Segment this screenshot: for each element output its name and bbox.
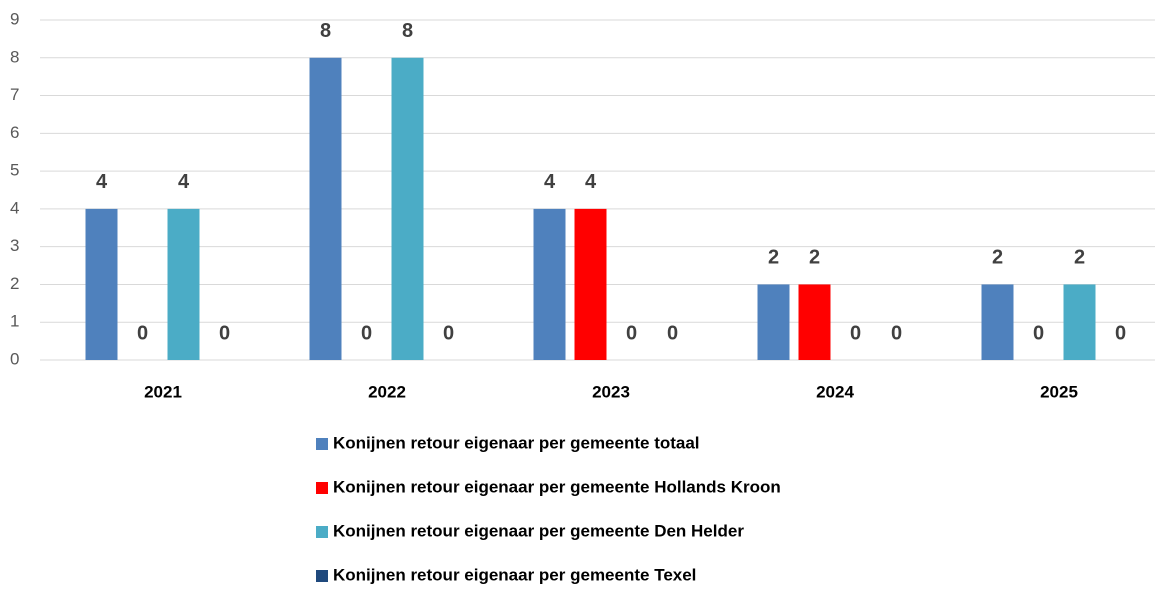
- y-tick-label: 7: [10, 85, 19, 104]
- data-label: 0: [891, 322, 902, 344]
- data-label: 0: [1033, 322, 1044, 344]
- data-label: 2: [809, 247, 820, 269]
- data-label: 0: [219, 322, 230, 344]
- x-tick-label: 2021: [144, 382, 182, 401]
- data-label: 0: [626, 322, 637, 344]
- y-tick-label: 1: [10, 312, 19, 331]
- bar: [798, 284, 831, 360]
- data-label: 2: [992, 247, 1003, 269]
- bar: [309, 57, 342, 361]
- bar: [757, 284, 790, 360]
- x-tick-label: 2022: [368, 382, 406, 401]
- y-tick-label: 6: [10, 123, 19, 142]
- y-tick-label: 9: [10, 9, 19, 28]
- data-label: 4: [585, 171, 597, 193]
- legend-swatch: [316, 526, 328, 538]
- bar: [85, 208, 118, 360]
- data-label: 0: [443, 322, 454, 344]
- data-label: 2: [768, 247, 779, 269]
- data-label: 0: [1115, 322, 1126, 344]
- legend-swatch: [316, 570, 328, 582]
- bar: [574, 208, 607, 360]
- bar: [167, 208, 200, 360]
- bar: [391, 57, 424, 361]
- legend-swatch: [316, 438, 328, 450]
- legend-label: Konijnen retour eigenaar per gemeente Te…: [333, 565, 696, 584]
- legend-swatch: [316, 482, 328, 494]
- legend-label: Konijnen retour eigenaar per gemeente to…: [333, 433, 700, 452]
- y-tick-label: 0: [10, 349, 19, 368]
- legend-label: Konijnen retour eigenaar per gemeente De…: [333, 521, 744, 540]
- x-tick-label: 2023: [592, 382, 630, 401]
- x-tick-label: 2025: [1040, 382, 1078, 401]
- bar: [1063, 284, 1096, 360]
- data-label: 8: [320, 20, 331, 42]
- data-label: 0: [361, 322, 372, 344]
- data-label: 0: [667, 322, 678, 344]
- bar: [533, 208, 566, 360]
- y-tick-label: 3: [10, 236, 19, 255]
- data-label: 4: [544, 171, 556, 193]
- data-label: 0: [137, 322, 148, 344]
- data-label: 2: [1074, 247, 1085, 269]
- y-tick-label: 2: [10, 274, 19, 293]
- data-label: 0: [850, 322, 861, 344]
- x-tick-label: 2024: [816, 382, 854, 401]
- y-tick-label: 4: [10, 198, 19, 217]
- y-tick-label: 8: [10, 47, 19, 66]
- data-label: 4: [178, 171, 190, 193]
- bar: [981, 284, 1014, 360]
- data-label: 4: [96, 171, 108, 193]
- data-label: 8: [402, 20, 413, 42]
- legend-label: Konijnen retour eigenaar per gemeente Ho…: [333, 477, 781, 496]
- y-tick-label: 5: [10, 161, 19, 180]
